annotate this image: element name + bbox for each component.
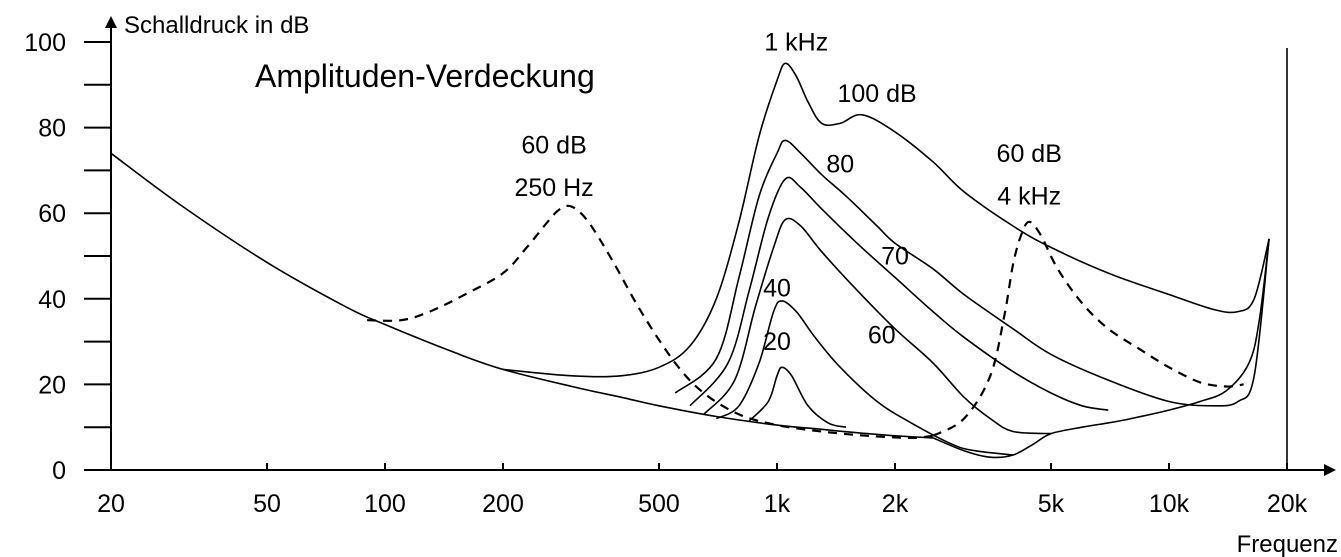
y-tick-label: 60 [38, 200, 66, 228]
curve-annotation: 20 [763, 328, 791, 356]
y-tick-label: 100 [24, 29, 66, 57]
y-tick-label: 40 [38, 286, 66, 314]
x-tick-label: 10k [1149, 490, 1190, 518]
masking-curve-3 [674, 139, 1270, 407]
masking-curve-1 [932, 238, 1270, 459]
curve-annotation: 70 [881, 243, 909, 271]
dashed-masking-curve-9 [932, 220, 1244, 437]
masking-curve-5 [703, 217, 1052, 435]
tick-labels: 0 20 40 60 80 100 20 50 100 200 500 1k 2k 5k 10k 20k [24, 29, 1307, 518]
curve-annotations: 1 kHz 100 dB 80 70 60 40 20 60 dB 250 Hz 60 dB 4 k… [514, 29, 1061, 357]
curve-annotation: 60 [868, 322, 896, 350]
masking-curve-0 [110, 152, 934, 439]
x-tick-label: 5k [1038, 490, 1065, 518]
y-tick-label: 20 [38, 371, 66, 399]
curve-annotation: 100 dB [837, 80, 916, 108]
curve-annotation: 60 dB [521, 131, 586, 159]
dashed-masking-curve-8 [367, 204, 934, 440]
masking-curve-7 [748, 366, 847, 428]
x-tick-label: 100 [364, 490, 406, 518]
x-tick-label: 50 [253, 490, 281, 518]
tick-marks [84, 41, 1288, 471]
y-axis-title: Schalldruck in dB [124, 12, 309, 39]
masking-curve-2 [502, 62, 1270, 378]
x-tick-label: 200 [482, 490, 524, 518]
x-tick-label: 500 [638, 490, 680, 518]
x-tick-label: 1k [764, 490, 791, 518]
chart-title: Amplituden-Verdeckung [255, 58, 595, 94]
x-tick-label: 2k [882, 490, 909, 518]
curve-annotation: 40 [763, 275, 791, 303]
x-axis-title: Frequenz [1237, 531, 1338, 557]
curve-annotation: 60 dB [997, 140, 1062, 168]
x-tick-label: 20k [1267, 490, 1308, 518]
curve-annotation: 1 kHz [764, 29, 828, 57]
curve-annotation: 80 [826, 151, 854, 179]
masking-curve-6 [715, 300, 1014, 456]
axes [105, 16, 1336, 476]
curve-annotation: 250 Hz [514, 174, 593, 202]
y-tick-label: 80 [38, 115, 66, 143]
masking-curve-4 [689, 176, 1109, 411]
x-tick-label: 20 [97, 490, 125, 518]
y-tick-label: 0 [52, 457, 66, 485]
curve-annotation: 4 kHz [997, 183, 1061, 211]
masking-curves [110, 62, 1270, 459]
